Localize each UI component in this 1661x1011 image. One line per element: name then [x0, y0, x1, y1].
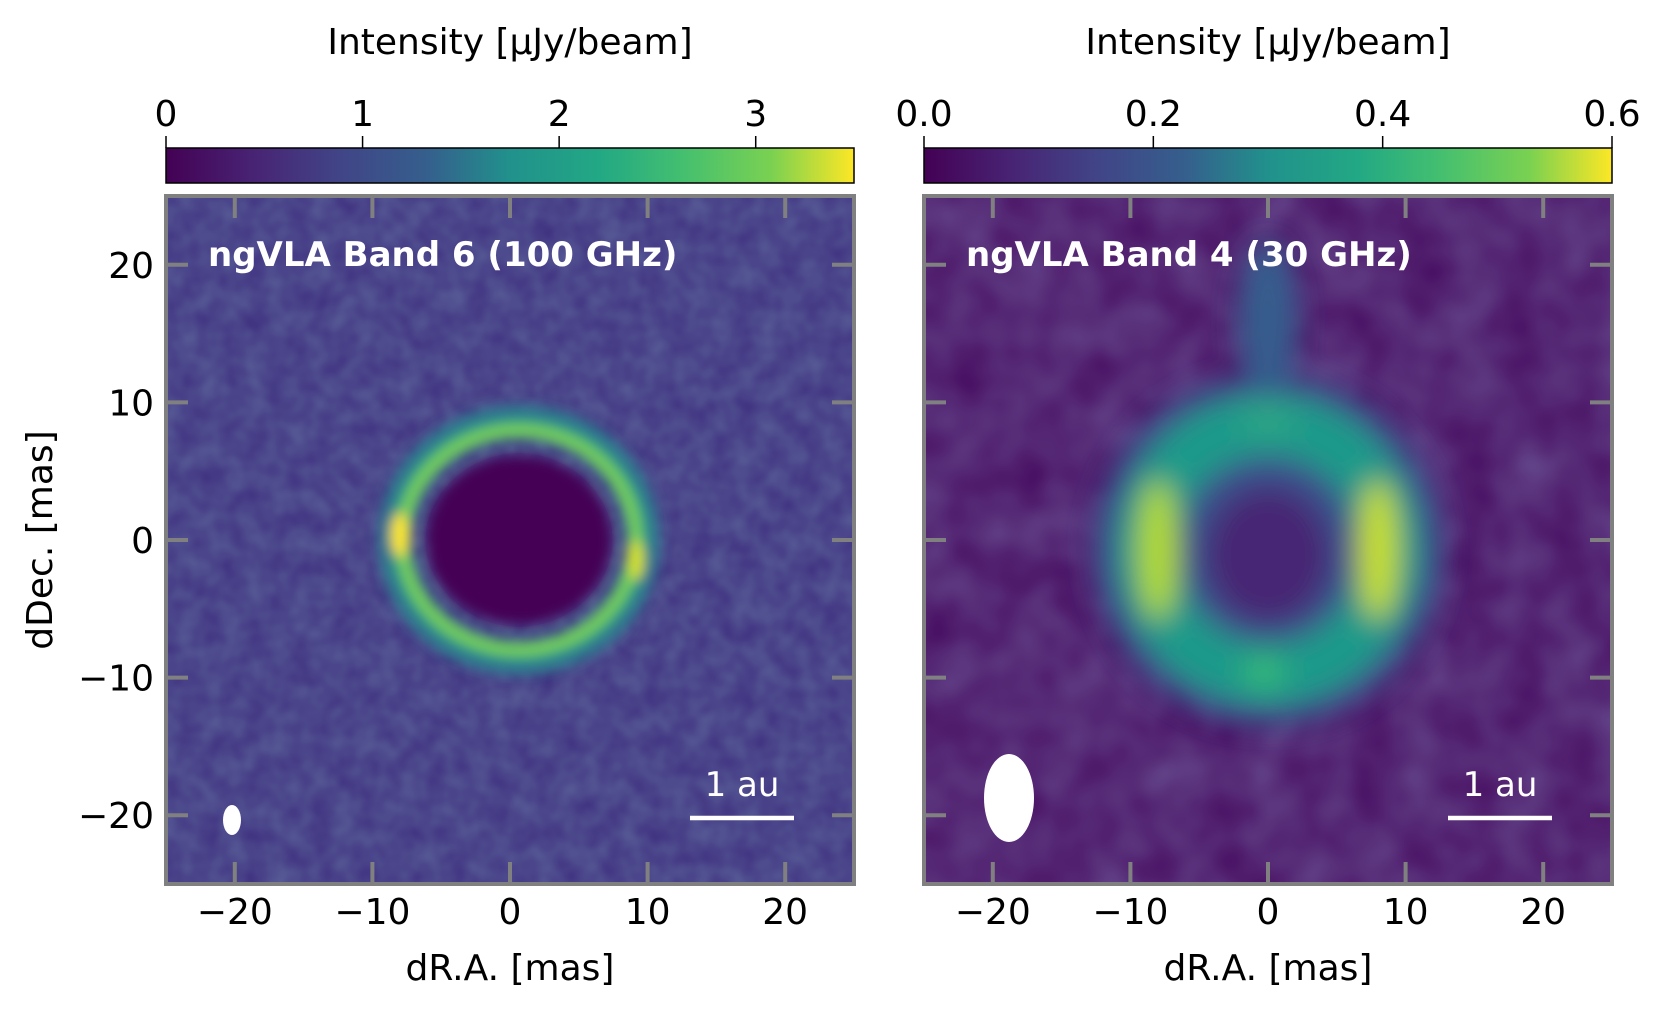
jet-north-band4	[1238, 240, 1298, 400]
axis-ticks-band4: −20 −10 0 10 20	[924, 196, 1612, 933]
colorbar-label-band6: Intensity [μJy/beam]	[327, 22, 692, 63]
ring-hole-band6	[427, 456, 611, 624]
x-tick-label-band4: −10	[1092, 892, 1168, 933]
panel-title-band4: ngVLA Band 4 (30 GHz)	[966, 235, 1412, 275]
panel-band6: Intensity [μJy/beam] 0 1 2 3 1 au ngVLA Ban…	[20, 22, 856, 989]
colorbar-tick-label-band4: 0.2	[1125, 94, 1182, 135]
x-tick-label-band6: −20	[197, 892, 273, 933]
colorbar-tick-label-band4: 0.4	[1354, 94, 1411, 135]
ring-hotspot-west-band4	[1138, 480, 1178, 620]
x-tick-label-band6: −10	[334, 892, 410, 933]
colorbar-ticks-band6: 0 1 2 3	[155, 94, 767, 148]
ring-hotspot-east-band6	[628, 540, 644, 580]
colorbar-tick-label-band4: 0.0	[895, 94, 952, 135]
colorbar-band6	[165, 147, 855, 184]
ring-knot-south-band4	[1242, 654, 1286, 690]
panel-band4: Intensity [μJy/beam] 0.0 0.2 0.4 0.6 1 au n…	[895, 22, 1640, 989]
heatmap-band4: 1 au ngVLA Band 4 (30 GHz)	[924, 196, 1612, 884]
beam-band6	[223, 805, 241, 835]
scalebar-label-band4: 1 au	[1463, 765, 1538, 805]
ylabel-band6: dDec. [mas]	[20, 430, 61, 649]
y-tick-label-band6: −10	[78, 659, 154, 700]
ring-knot-north-band4	[1242, 402, 1294, 438]
axis-ticks-band6: −20 −10 0 10 20 −20 −10 0 10 20	[78, 196, 854, 933]
x-tick-label-band4: −20	[955, 892, 1031, 933]
panel-title-band6: ngVLA Band 6 (100 GHz)	[208, 235, 677, 275]
colorbar-ticks-band4: 0.0 0.2 0.4 0.6	[895, 94, 1641, 148]
x-tick-label-band6: 20	[762, 892, 808, 933]
x-tick-label-band4: 20	[1520, 892, 1566, 933]
colorbar-tick-label-band6: 2	[548, 94, 571, 135]
y-tick-label-band6: −20	[78, 796, 154, 837]
x-tick-label-band4: 10	[1383, 892, 1429, 933]
colorbar-tick-label-band4: 0.6	[1583, 94, 1640, 135]
ring-hotspot-east-band4	[1358, 480, 1398, 620]
colorbar-tick-label-band6: 0	[155, 94, 178, 135]
x-tick-label-band4: 0	[1257, 892, 1280, 933]
colorbar-tick-label-band6: 3	[744, 94, 767, 135]
colorbar-band4	[923, 147, 1613, 184]
x-tick-label-band6: 0	[499, 892, 522, 933]
y-tick-label-band6: 0	[131, 521, 154, 562]
xlabel-band6: dR.A. [mas]	[406, 948, 615, 989]
x-tick-label-band6: 10	[625, 892, 671, 933]
scalebar-label-band6: 1 au	[705, 765, 780, 805]
y-tick-label-band6: 10	[108, 383, 154, 424]
frame-band6	[164, 194, 856, 886]
ring-hotspot-west-band6	[391, 513, 409, 557]
ring-hole-band4	[1206, 487, 1330, 623]
beam-band4	[984, 754, 1034, 842]
heatmap-band6: 1 au ngVLA Band 6 (100 GHz)	[166, 196, 854, 884]
colorbar-tick-label-band6: 1	[351, 94, 374, 135]
colorbar-label-band4: Intensity [μJy/beam]	[1085, 22, 1450, 63]
y-tick-label-band6: 20	[108, 246, 154, 287]
xlabel-band4: dR.A. [mas]	[1164, 948, 1373, 989]
frame-band4	[922, 194, 1614, 886]
